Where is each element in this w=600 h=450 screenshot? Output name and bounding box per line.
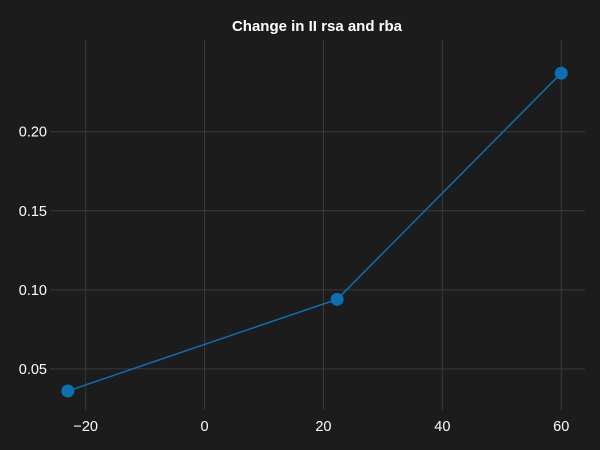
x-tick-label: −20 (73, 419, 98, 435)
x-tick-label: 40 (434, 419, 450, 435)
y-tick-label: 0.10 (19, 283, 47, 299)
x-tick-label: 20 (315, 419, 331, 435)
y-tick-label: 0.05 (19, 362, 47, 378)
data-point-marker (330, 292, 344, 306)
x-axis-ticks: −20 0 20 40 60 (73, 419, 569, 435)
data-point-marker (61, 384, 75, 398)
chart-title: Change in II rsa and rba (232, 18, 403, 35)
data-series (61, 66, 568, 398)
y-tick-label: 0.20 (19, 125, 47, 141)
x-tick-label: 0 (201, 419, 209, 435)
x-tick-label: 60 (553, 419, 569, 435)
y-tick-label: 0.15 (19, 204, 47, 220)
grid-lines (50, 40, 585, 410)
data-point-marker (554, 66, 568, 80)
y-axis-ticks: 0.05 0.10 0.15 0.20 (19, 125, 47, 378)
